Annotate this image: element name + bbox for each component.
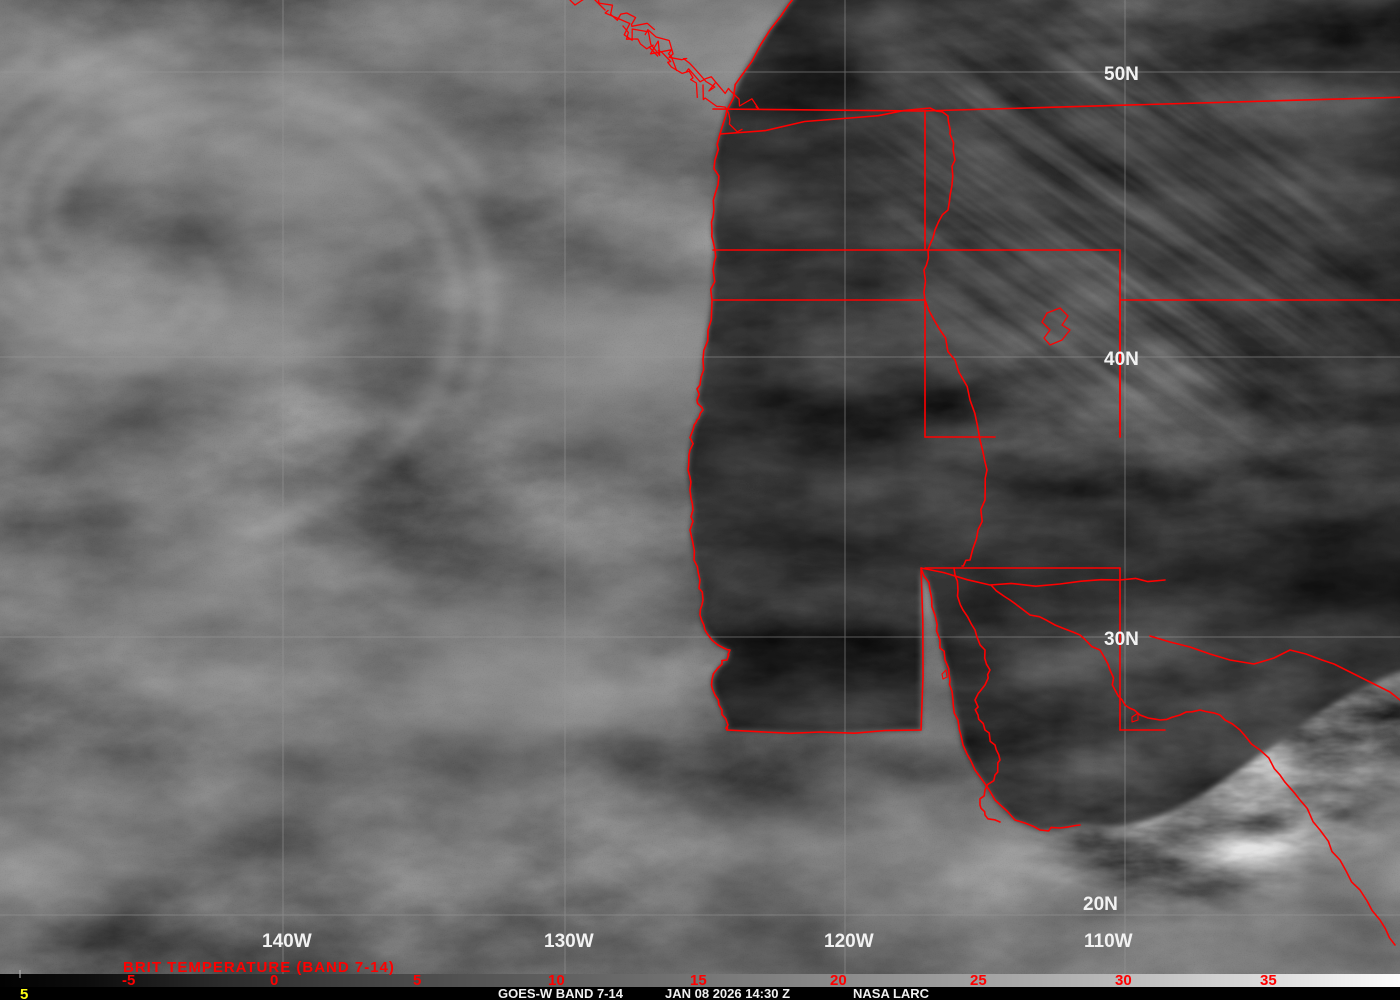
svg-text:GOES-W BAND 7-14: GOES-W BAND 7-14 [498,986,624,1000]
svg-text:30: 30 [1115,972,1132,989]
svg-text:25: 25 [970,972,987,989]
svg-text:35: 35 [1260,972,1277,989]
svg-text:JAN 08 2026 14:30 Z: JAN 08 2026 14:30 Z [665,986,790,1000]
svg-text:5: 5 [20,986,28,1000]
svg-text:BRIT TEMPERATURE (BAND 7-14): BRIT TEMPERATURE (BAND 7-14) [123,959,395,976]
svg-text:NASA LARC: NASA LARC [853,986,930,1000]
svg-text:20: 20 [830,972,847,989]
svg-text:5: 5 [413,972,421,989]
